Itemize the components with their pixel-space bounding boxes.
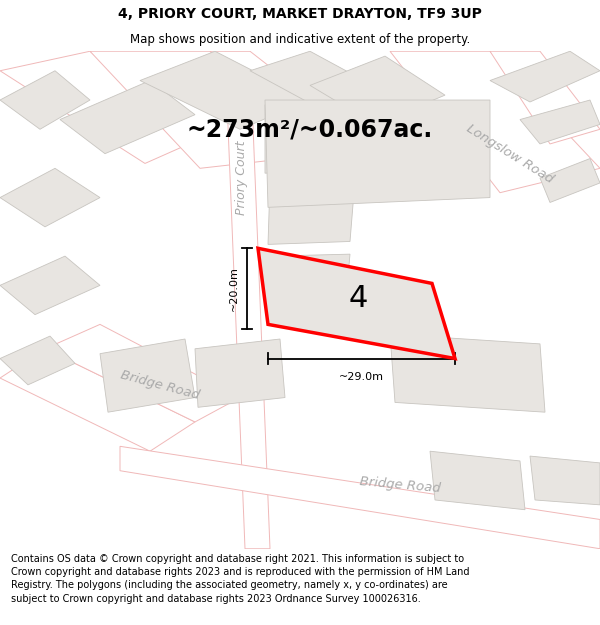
Polygon shape: [250, 51, 400, 119]
Polygon shape: [265, 100, 490, 208]
Text: ~29.0m: ~29.0m: [339, 372, 384, 382]
Text: Longslow Road: Longslow Road: [464, 122, 556, 186]
Polygon shape: [100, 339, 195, 412]
Polygon shape: [270, 254, 350, 312]
Polygon shape: [120, 446, 600, 549]
Polygon shape: [0, 256, 100, 314]
Text: Priory Court: Priory Court: [235, 141, 248, 216]
Polygon shape: [210, 51, 350, 149]
Polygon shape: [268, 180, 355, 244]
Polygon shape: [530, 456, 600, 505]
Polygon shape: [430, 451, 525, 510]
Polygon shape: [60, 81, 195, 154]
Polygon shape: [258, 248, 455, 359]
Text: ~20.0m: ~20.0m: [229, 266, 239, 311]
Polygon shape: [390, 334, 545, 412]
Text: ~273m²/~0.067ac.: ~273m²/~0.067ac.: [187, 118, 433, 141]
Polygon shape: [90, 51, 330, 168]
Text: Bridge Road: Bridge Road: [359, 476, 441, 496]
Polygon shape: [140, 51, 310, 129]
Polygon shape: [490, 51, 600, 102]
Polygon shape: [265, 105, 365, 173]
Polygon shape: [45, 324, 240, 422]
Polygon shape: [0, 51, 200, 163]
Text: 4, PRIORY COURT, MARKET DRAYTON, TF9 3UP: 4, PRIORY COURT, MARKET DRAYTON, TF9 3UP: [118, 8, 482, 21]
Polygon shape: [0, 349, 195, 451]
Text: 4: 4: [349, 284, 368, 313]
Polygon shape: [225, 51, 270, 549]
Polygon shape: [195, 339, 285, 408]
Polygon shape: [0, 336, 75, 385]
Polygon shape: [0, 71, 90, 129]
Polygon shape: [540, 159, 600, 202]
Text: Contains OS data © Crown copyright and database right 2021. This information is : Contains OS data © Crown copyright and d…: [11, 554, 469, 604]
Text: Bridge Road: Bridge Road: [119, 368, 201, 402]
Polygon shape: [0, 168, 100, 227]
Polygon shape: [490, 51, 600, 144]
Polygon shape: [310, 56, 445, 124]
Polygon shape: [520, 100, 600, 144]
Polygon shape: [390, 51, 600, 192]
Text: Map shows position and indicative extent of the property.: Map shows position and indicative extent…: [130, 34, 470, 46]
